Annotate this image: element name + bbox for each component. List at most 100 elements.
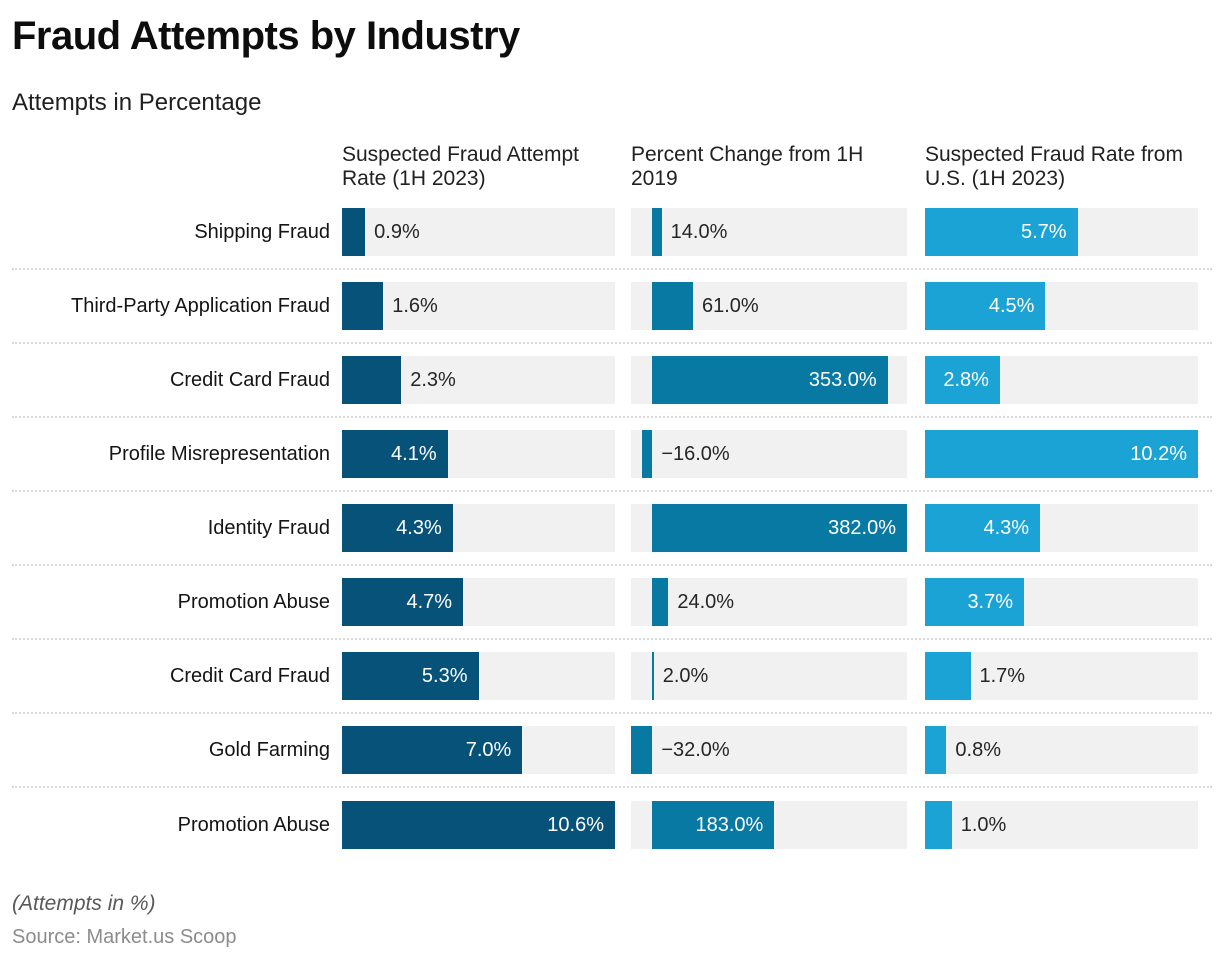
bar-cell: 7.0%	[342, 726, 615, 774]
bar-track: 10.2%	[925, 430, 1198, 478]
bar-fill	[652, 578, 669, 626]
bar-fill	[342, 801, 615, 849]
bar-value: 1.6%	[392, 295, 438, 317]
row-label: Profile Misrepresentation	[108, 442, 330, 465]
bar-fill	[652, 208, 662, 256]
bar-fill	[641, 430, 653, 478]
column-header-percent-change: Percent Change from 1H 2019	[631, 143, 864, 190]
bar-value: 10.6%	[547, 814, 604, 836]
bar-fill	[925, 504, 1041, 552]
bar-cell: 4.5%	[925, 282, 1198, 330]
row-label: Promotion Abuse	[177, 590, 330, 613]
table-row: Gold Farming 7.0% −32.0% 0.8%	[12, 714, 1212, 788]
bar-track: 14.0%	[631, 208, 907, 256]
bar-value: 2.8%	[943, 369, 989, 391]
bar-fill	[925, 578, 1025, 626]
bar-fill	[342, 504, 453, 552]
bar-value: 4.1%	[391, 443, 437, 465]
bar-cell: 2.3%	[342, 356, 615, 404]
bar-track: 10.6%	[342, 801, 615, 849]
bar-value: 5.3%	[421, 665, 468, 687]
bar-fill	[652, 356, 888, 404]
bar-fill	[925, 726, 947, 774]
bar-cell: −32.0%	[631, 726, 907, 774]
bar-track: 4.3%	[925, 504, 1198, 552]
row-label: Credit Card Fraud	[169, 368, 330, 391]
bar-value: 183.0%	[695, 814, 764, 836]
table-row: Promotion Abuse 4.7% 24.0% 3.7%	[12, 566, 1212, 640]
bar-value: 0.9%	[374, 221, 420, 243]
bar-track: 183.0%	[631, 801, 907, 849]
bar-value: 1.7%	[979, 665, 1026, 687]
table-row: Identity Fraud 4.3% 382.0% 4.3%	[12, 492, 1212, 566]
bar-value: 382.0%	[828, 517, 896, 539]
bar-track: 0.9%	[342, 208, 615, 256]
bar-cell: 4.3%	[342, 504, 615, 552]
bar-fill	[925, 430, 1198, 478]
bar-cell: 353.0%	[631, 356, 907, 404]
bar-cell: 382.0%	[631, 504, 907, 552]
bar-cell: 1.6%	[342, 282, 615, 330]
bar-track: 5.3%	[342, 652, 615, 700]
bar-value: 353.0%	[808, 369, 877, 391]
bar-cell: 4.7%	[342, 578, 615, 626]
bar-cell: 1.7%	[925, 652, 1198, 700]
bar-fill	[342, 430, 448, 478]
bar-cell: 5.3%	[342, 652, 615, 700]
table-row: Profile Misrepresentation 4.1% −16.0% 10…	[12, 418, 1212, 492]
bar-track: 2.0%	[631, 652, 907, 700]
bar-track: 1.6%	[342, 282, 615, 330]
column-header-row: Suspected Fraud Attempt Rate (1H 2023) P…	[12, 143, 1212, 191]
bar-cell: 0.9%	[342, 208, 615, 256]
bar-track: −32.0%	[631, 726, 907, 774]
bar-fill	[652, 504, 907, 552]
bar-fill	[342, 578, 464, 626]
bar-value: 61.0%	[702, 295, 759, 317]
bar-track: 353.0%	[631, 356, 907, 404]
bar-track: 2.8%	[925, 356, 1198, 404]
bar-track: 4.7%	[342, 578, 615, 626]
bar-cell: −16.0%	[631, 430, 907, 478]
column-header-us-rate: Suspected Fraud Rate from U.S. (1H 2023)	[925, 143, 1183, 190]
bar-track: 5.7%	[925, 208, 1198, 256]
bar-fill	[925, 652, 971, 700]
bar-fill	[652, 801, 775, 849]
page-title: Fraud Attempts by Industry	[12, 14, 520, 58]
bar-fill	[342, 726, 523, 774]
bar-fill	[342, 208, 366, 256]
bar-track: 1.7%	[925, 652, 1198, 700]
bar-track: 2.3%	[342, 356, 615, 404]
row-label: Credit Card Fraud	[169, 664, 330, 687]
column-header-attempt-rate: Suspected Fraud Attempt Rate (1H 2023)	[342, 143, 579, 190]
row-label: Shipping Fraud	[194, 220, 330, 243]
bar-fill	[342, 356, 402, 404]
bar-cell: 2.0%	[631, 652, 907, 700]
bar-fill	[652, 282, 693, 330]
table-row: Credit Card Fraud 5.3% 2.0% 1.7%	[12, 640, 1212, 714]
bar-value: 2.3%	[410, 369, 456, 391]
bar-cell: 3.7%	[925, 578, 1198, 626]
bar-cell: 61.0%	[631, 282, 907, 330]
bar-track: 61.0%	[631, 282, 907, 330]
bar-fill	[925, 356, 1000, 404]
bar-value: 4.5%	[988, 295, 1035, 317]
bar-fill	[342, 652, 479, 700]
table-row: Credit Card Fraud 2.3% 353.0% 2.8%	[12, 344, 1212, 418]
bar-value: 4.3%	[396, 517, 442, 539]
page-subtitle: Attempts in Percentage	[12, 89, 262, 116]
bar-value: −32.0%	[661, 739, 730, 761]
table-row: Promotion Abuse 10.6% 183.0% 1.0%	[12, 788, 1212, 862]
bar-fill	[925, 801, 952, 849]
bar-track: −16.0%	[631, 430, 907, 478]
bar-value: 4.7%	[406, 591, 453, 613]
bar-fill	[925, 208, 1078, 256]
bar-cell: 10.6%	[342, 801, 615, 849]
chart-rows: Shipping Fraud 0.9% 14.0% 5.7% Third-Par…	[12, 196, 1212, 862]
bar-value: 4.3%	[983, 517, 1030, 539]
bar-cell: 24.0%	[631, 578, 907, 626]
page: Fraud Attempts by Industry Attempts in P…	[12, 14, 1212, 948]
source-text: Source: Market.us Scoop	[12, 926, 237, 948]
bar-value: 2.0%	[662, 665, 709, 687]
bar-cell: 2.8%	[925, 356, 1198, 404]
bar-value: 0.8%	[955, 739, 1001, 761]
